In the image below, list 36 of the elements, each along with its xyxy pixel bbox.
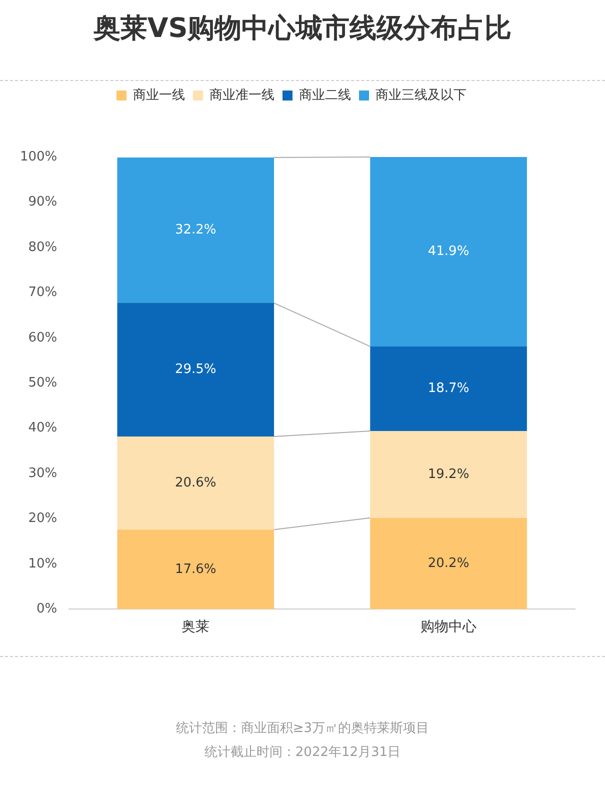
y-tick-label: 20% (28, 511, 58, 526)
data-label: 29.5% (174, 362, 216, 378)
legend-label: 商业一线 (133, 88, 185, 103)
data-label: 41.9% (428, 244, 470, 260)
chart-title: 奥莱VS购物中心城市线级分布占比 (92, 12, 513, 46)
bar (370, 346, 527, 432)
x-tick-label: 购物中心 (420, 619, 477, 636)
y-tick-label: 90% (28, 194, 58, 210)
data-label: 19.2% (428, 466, 470, 482)
bar (370, 157, 527, 346)
legend-label: 商业准一线 (210, 88, 274, 103)
data-label: 18.7% (428, 381, 470, 396)
y-tick-label: 40% (28, 420, 58, 436)
legend-label: 商业三线及以下 (376, 88, 466, 103)
x-tick-label: 奥莱 (182, 619, 210, 636)
y-tick-label: 50% (28, 375, 58, 390)
legend-label: 商业二线 (299, 88, 351, 103)
y-tick-label: 0% (36, 602, 58, 617)
bar (370, 431, 527, 518)
y-tick-label: 80% (28, 240, 58, 255)
bar (117, 530, 274, 610)
data-label: 32.2% (174, 222, 216, 238)
text: 统计截止时间：2022年12月31日 (203, 744, 402, 762)
bar (370, 518, 527, 610)
bar (117, 157, 274, 304)
y-tick-label: 70% (28, 285, 58, 300)
y-tick-label: 10% (28, 556, 58, 572)
bar (117, 436, 274, 530)
y-tick-label: 60% (28, 330, 58, 346)
data-label: 20.2% (428, 556, 470, 571)
y-tick-label: 100% (20, 149, 58, 164)
data-label: 20.6% (174, 475, 216, 490)
text: 统计范围：商业面积≥3万㎡的奥特莱斯项目 (174, 720, 430, 738)
data-label: 17.6% (174, 562, 216, 577)
y-tick-label: 30% (28, 466, 58, 481)
bar (117, 303, 274, 436)
